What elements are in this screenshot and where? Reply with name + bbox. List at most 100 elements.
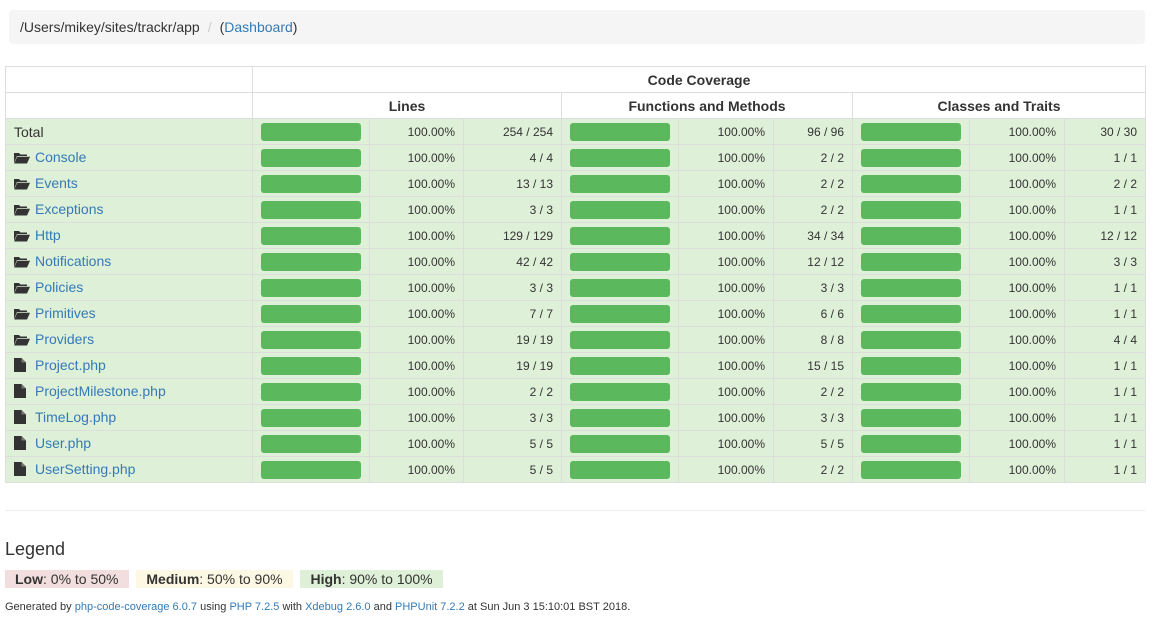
lines-bar-cell: [252, 170, 370, 197]
functions-bar-cell: [561, 300, 679, 327]
classes-count: 3 / 3: [1063, 248, 1147, 275]
row-link[interactable]: Primitives: [35, 304, 96, 321]
lines-percent: 100.00%: [369, 352, 464, 379]
row-link[interactable]: Notifications: [35, 252, 112, 269]
php-link[interactable]: PHP 7.2.5: [229, 601, 280, 613]
row-link[interactable]: UserSetting.php: [35, 460, 136, 477]
phpunit-link[interactable]: PHPUnit 7.2.2: [395, 601, 465, 613]
classes-progress-bar: [861, 174, 961, 193]
folder-open-icon: [14, 333, 30, 349]
lines-count: 5 / 5: [463, 430, 562, 457]
legend-low: Low: 0% to 50%: [5, 570, 129, 588]
classes-bar-cell: [852, 378, 970, 405]
row-link[interactable]: Console: [35, 148, 87, 165]
functions-count: 6 / 6: [773, 300, 853, 327]
table-row: Exceptions 100.00% 3 / 3 100.00% 2 / 2 100.00…: [5, 196, 1147, 223]
classes-bar-cell: [852, 352, 970, 379]
breadcrumb-separator: /: [207, 19, 212, 35]
row-link[interactable]: Providers: [35, 330, 95, 347]
lines-count: 42 / 42: [463, 248, 562, 275]
row-link[interactable]: ProjectMilestone.php: [35, 382, 166, 399]
lines-count: 3 / 3: [463, 196, 562, 223]
functions-bar-cell: [561, 222, 679, 249]
functions-percent: 100.00%: [678, 274, 774, 301]
classes-bar-cell: [852, 456, 970, 483]
file-icon: [14, 435, 30, 453]
classes-count: 1 / 1: [1063, 404, 1147, 431]
lines-percent: 100.00%: [369, 378, 464, 405]
table-row: Primitives 100.00% 7 / 7 100.00% 6 / 6 100.00…: [5, 300, 1147, 327]
folder-open-icon: [14, 177, 30, 193]
lines-progress-bar: [261, 278, 361, 297]
folder-open-icon: [14, 203, 30, 219]
file-icon: [14, 357, 30, 375]
functions-count: 2 / 2: [773, 144, 853, 171]
legend-low-label: Low: [15, 571, 43, 587]
classes-count: 4 / 4: [1063, 326, 1147, 353]
xdebug-link[interactable]: Xdebug 2.6.0: [305, 601, 371, 613]
php-code-coverage-link[interactable]: php-code-coverage 6.0.7: [74, 601, 198, 613]
classes-bar-cell: [852, 430, 970, 457]
functions-progress-bar: [570, 356, 670, 375]
folder-open-icon: [14, 307, 30, 323]
classes-percent: 100.00%: [969, 144, 1065, 171]
lines-bar-cell: [252, 404, 370, 431]
functions-progress-bar: [570, 122, 670, 141]
classes-count: 1 / 1: [1063, 378, 1147, 405]
table-row: Project.php 100.00% 19 / 19 100.00% 15 / 15 1…: [5, 352, 1147, 379]
lines-progress-bar: [261, 330, 361, 349]
functions-percent: 100.00%: [678, 326, 774, 353]
row-link[interactable]: Policies: [35, 278, 84, 295]
classes-percent: 100.00%: [969, 300, 1065, 327]
lines-percent: 100.00%: [369, 170, 464, 197]
lines-percent: 100.00%: [369, 248, 464, 275]
lines-bar-cell: [252, 430, 370, 457]
classes-count: 2 / 2: [1063, 170, 1147, 197]
functions-progress-bar: [570, 382, 670, 401]
lines-bar-cell: [252, 222, 370, 249]
functions-bar-cell: [561, 326, 679, 353]
row-name-cell: Console: [5, 144, 253, 171]
classes-percent: 100.00%: [969, 248, 1065, 275]
footer-text: using: [197, 601, 230, 613]
functions-progress-bar: [570, 148, 670, 167]
functions-percent: 100.00%: [678, 378, 774, 405]
functions-percent: 100.00%: [678, 352, 774, 379]
folder-open-icon: [14, 229, 30, 245]
code-coverage-header: Code Coverage: [251, 66, 1147, 93]
functions-progress-bar: [570, 460, 670, 479]
dashboard-link[interactable]: Dashboard: [224, 19, 293, 35]
functions-percent: 100.00%: [678, 456, 774, 483]
legend-title: Legend: [5, 539, 66, 559]
table-row: Total 100.00% 254 / 254 100.00% 96 / 96 100.0…: [5, 118, 1147, 145]
legend-low-range: : 0% to 50%: [43, 571, 119, 587]
classes-bar-cell: [852, 170, 970, 197]
classes-progress-bar: [861, 434, 961, 453]
table-row: TimeLog.php 100.00% 3 / 3 100.00% 3 / 3 100.0…: [5, 404, 1147, 431]
row-name-cell: Exceptions: [5, 196, 253, 223]
row-link[interactable]: User.php: [35, 434, 92, 451]
functions-progress-bar: [570, 200, 670, 219]
file-icon: [14, 383, 30, 401]
classes-progress-bar: [861, 408, 961, 427]
row-link[interactable]: Exceptions: [35, 200, 104, 217]
classes-progress-bar: [861, 252, 961, 271]
classes-bar-cell: [852, 196, 970, 223]
classes-progress-bar: [861, 226, 961, 245]
lines-count: 254 / 254: [463, 118, 562, 145]
classes-percent: 100.00%: [969, 196, 1065, 223]
classes-bar-cell: [852, 326, 970, 353]
table-row: Http 100.00% 129 / 129 100.00% 34 / 34 100.00…: [5, 222, 1147, 249]
legend-medium: Medium: 50% to 90%: [136, 570, 293, 588]
lines-count: 5 / 5: [463, 456, 562, 483]
row-link[interactable]: Project.php: [35, 356, 106, 373]
folder-open-icon: [14, 281, 30, 297]
file-icon: [14, 409, 30, 427]
legend-high: High: 90% to 100%: [300, 570, 443, 588]
row-link[interactable]: TimeLog.php: [35, 408, 117, 425]
lines-bar-cell: [252, 456, 370, 483]
row-link[interactable]: Events: [35, 174, 78, 191]
footer-text: Generated by: [5, 601, 75, 613]
row-link[interactable]: Http: [35, 226, 61, 243]
